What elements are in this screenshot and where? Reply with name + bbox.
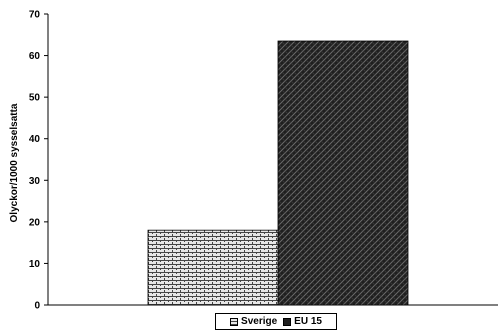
y-tick-label: 40 xyxy=(29,134,41,145)
y-tick-label: 50 xyxy=(29,93,41,104)
y-tick-label: 70 xyxy=(29,10,41,21)
legend: Sverige EU 15 xyxy=(215,313,337,330)
legend-item-eu15: EU 15 xyxy=(283,316,322,327)
y-tick-label: 0 xyxy=(34,301,40,312)
y-axis-title: Olyckor/1000 sysselsatta xyxy=(9,103,20,222)
legend-label-sverige: Sverige xyxy=(241,316,278,327)
bars xyxy=(147,40,409,306)
y-axis-ticks: 0 10 20 30 40 50 60 70 xyxy=(29,10,48,312)
y-tick-label: 20 xyxy=(29,217,41,228)
legend-item-sverige: Sverige xyxy=(230,316,277,327)
y-tick-label: 60 xyxy=(29,51,41,62)
legend-label-eu15: EU 15 xyxy=(294,316,322,327)
legend-swatch-sverige xyxy=(230,317,239,326)
y-tick-label: 10 xyxy=(29,259,41,270)
bar-sverige xyxy=(147,229,279,306)
bar-eu-15 xyxy=(277,40,409,306)
y-tick-label: 30 xyxy=(29,176,41,187)
legend-swatch-eu15 xyxy=(283,317,292,326)
